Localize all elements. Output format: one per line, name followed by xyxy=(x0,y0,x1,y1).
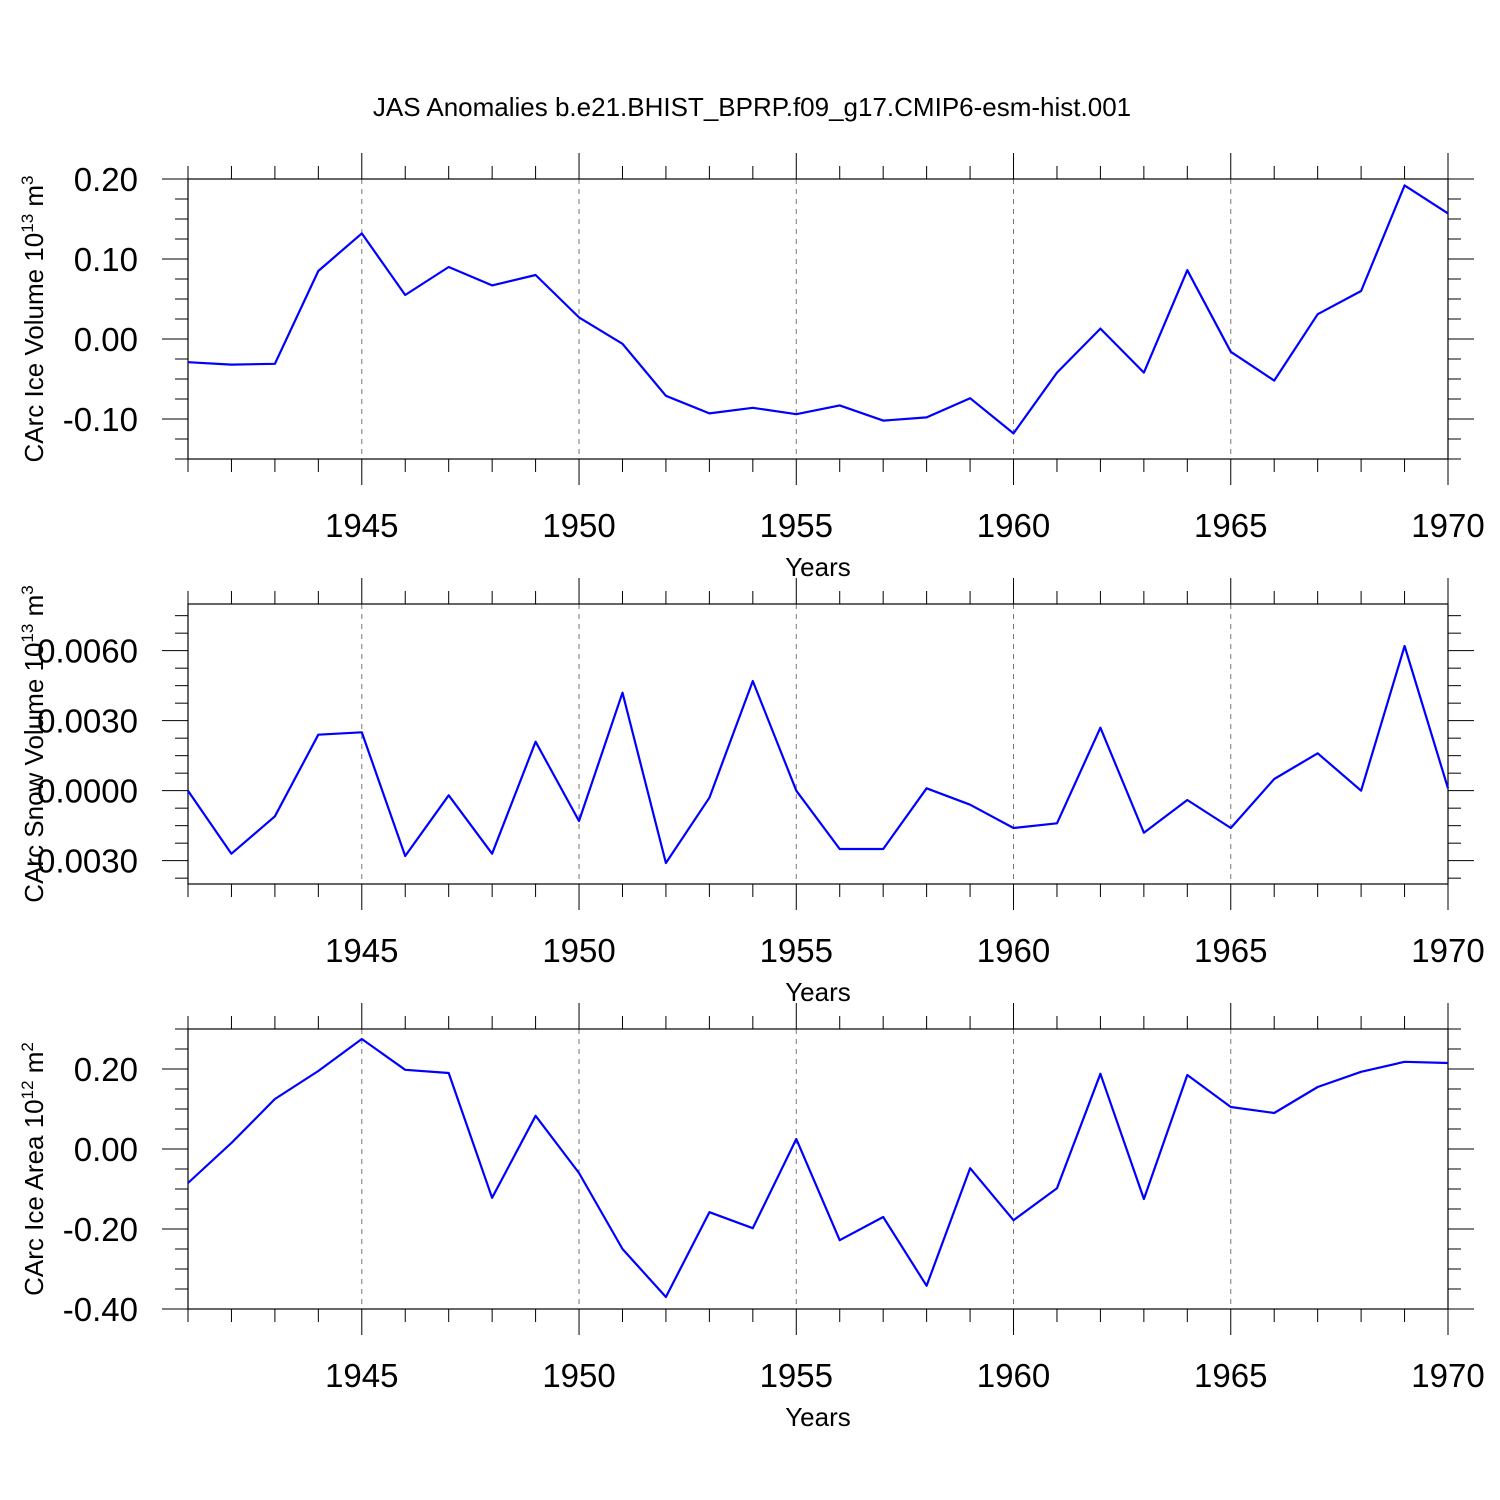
x-tick-label: 1955 xyxy=(760,932,833,969)
y-axis-label: CArc Ice Volume 1013 m3 xyxy=(18,175,49,462)
series-line-snow-volume xyxy=(187,644,1450,865)
panel-ice-volume: 0.20 0.10 0.00 -0.10 1945 1950 1955 1960 1965 197… xyxy=(18,153,1485,582)
panel-snow-volume: 0.0060 0.0030 0.0000 -0.0030 1945 1950 1955 196… xyxy=(18,578,1485,1007)
panels-group: 0.20 0.10 0.00 -0.10 1945 1950 1955 1960 1965 197… xyxy=(18,153,1485,1432)
x-axis-label: Years xyxy=(785,1402,851,1432)
x-tick-label: 1970 xyxy=(1411,1357,1484,1394)
x-tick-label: 1970 xyxy=(1411,507,1484,544)
x-tick-label: 1955 xyxy=(760,1357,833,1394)
plot-frame xyxy=(187,603,1449,885)
x-tick-label: 1965 xyxy=(1194,1357,1267,1394)
x-tick-label: 1970 xyxy=(1411,932,1484,969)
x-tick-label: 1955 xyxy=(760,507,833,544)
y-tick-label: 0.0000 xyxy=(37,773,138,810)
y-tick-label: -0.10 xyxy=(63,401,138,438)
y-tick-label: 0.20 xyxy=(74,161,138,198)
x-tick-label: 1950 xyxy=(542,1357,615,1394)
x-tick-label: 1960 xyxy=(977,932,1050,969)
y-tick-label: -0.20 xyxy=(63,1211,138,1248)
series-line-ice-area xyxy=(187,1037,1449,1299)
y-axis-label: CArc Ice Area 1012 m2 xyxy=(18,1042,49,1296)
x-tick-label: 1945 xyxy=(325,507,398,544)
x-tick-label: 1965 xyxy=(1194,507,1267,544)
x-tick-label: 1950 xyxy=(542,932,615,969)
y-tick-label: -0.0030 xyxy=(26,843,138,880)
panel-ice-area: 0.20 0.00 -0.20 -0.40 1945 1950 1955 1960 1965 19… xyxy=(18,1003,1485,1432)
x-tick-label: 1945 xyxy=(325,1357,398,1394)
series-line-ice-volume xyxy=(187,184,1449,435)
chart-title: JAS Anomalies b.e21.BHIST_BPRP.f09_g17.C… xyxy=(373,92,1131,122)
y-tick-label: 0.0060 xyxy=(37,633,138,670)
x-tick-label: 1950 xyxy=(542,507,615,544)
x-tick-label: 1960 xyxy=(977,507,1050,544)
y-tick-label: 0.20 xyxy=(74,1051,138,1088)
x-tick-label: 1945 xyxy=(325,932,398,969)
x-tick-label: 1965 xyxy=(1194,932,1267,969)
x-axis-label: Years xyxy=(785,552,851,582)
x-axis-label: Years xyxy=(785,977,851,1007)
x-tick-label: 1960 xyxy=(977,1357,1050,1394)
y-tick-label: -0.40 xyxy=(63,1291,138,1328)
y-tick-label: 0.10 xyxy=(74,241,138,278)
y-tick-label: 0.00 xyxy=(74,321,138,358)
y-axis-label: CArc Snow Volume 1013 m3 xyxy=(18,585,49,902)
y-tick-label: 0.0030 xyxy=(37,703,138,740)
y-tick-label: 0.00 xyxy=(74,1131,138,1168)
